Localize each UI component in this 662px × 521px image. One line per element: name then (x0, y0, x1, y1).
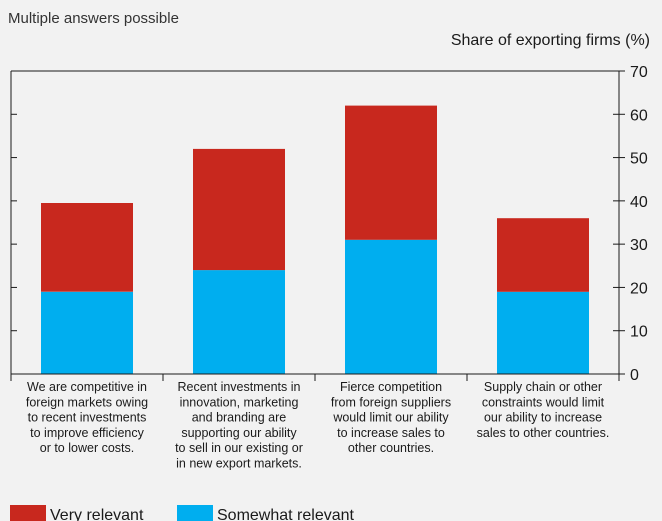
legend-swatch-very-relevant (10, 505, 46, 521)
x-category-label-3: Fierce competition from foreign suppliers… (331, 380, 451, 455)
bar-somewhat-relevant-2 (193, 270, 285, 374)
legend-label-somewhat-relevant: Somewhat relevant (217, 507, 355, 521)
bar-somewhat-relevant-4 (497, 291, 589, 374)
y-tick-label: 30 (630, 237, 648, 254)
legend-label-very-relevant: Very relevant (50, 507, 144, 521)
y-tick-label: 10 (630, 324, 648, 341)
bar-very-relevant-3 (345, 105, 437, 240)
x-category-label-1: We are competitive in foreign markets owi… (26, 380, 148, 455)
y-tick-label: 40 (630, 194, 648, 211)
y-tick-label: 0 (630, 367, 639, 384)
legend-swatch-somewhat-relevant (177, 505, 213, 521)
y-axis-label: Share of exporting firms (%) (451, 32, 650, 49)
legend: Very relevant Somewhat relevant (10, 505, 355, 521)
chart-note: Multiple answers possible (8, 10, 179, 27)
y-tick-label: 70 (630, 64, 648, 81)
y-tick-label: 20 (630, 280, 648, 297)
bar-somewhat-relevant-3 (345, 239, 437, 374)
y-tick-label: 60 (630, 107, 648, 124)
bar-very-relevant-2 (193, 148, 285, 271)
bar-very-relevant-1 (41, 203, 133, 292)
bar-somewhat-relevant-1 (41, 291, 133, 374)
x-category-label-2: Recent investments in innovation, marketi… (175, 380, 303, 471)
x-category-label-4: Supply chain or other constraints would l… (477, 380, 610, 440)
plot-area: 0 10 20 30 40 50 60 70 We are competitive in fore… (10, 64, 648, 471)
bar-very-relevant-4 (497, 218, 589, 292)
y-tick-label: 50 (630, 151, 648, 168)
